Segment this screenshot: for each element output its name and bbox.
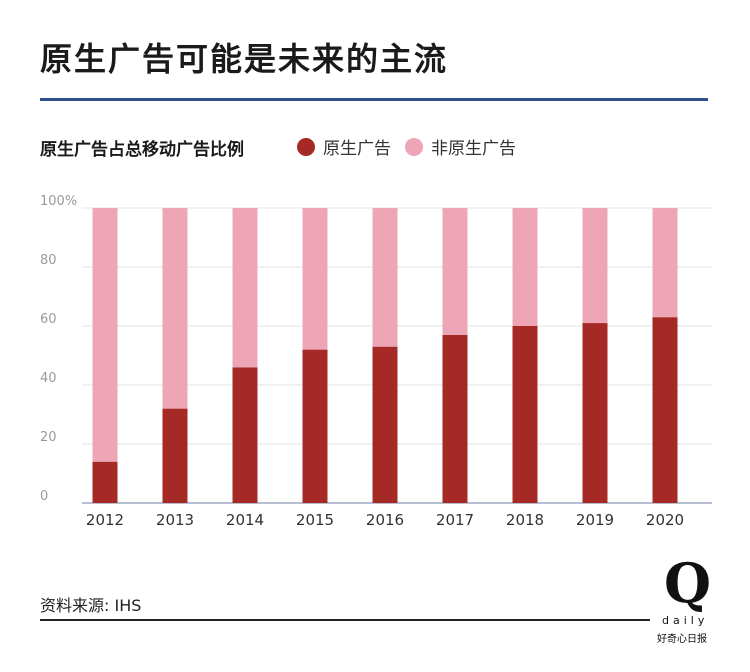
bar-non-native [512,208,538,326]
y-tick-label: 20 [40,430,57,445]
bar-native [162,408,188,503]
chart-title: 原生广告占总移动广告比例 [40,140,244,160]
legend-native-swatch [297,137,315,156]
bar-non-native [92,208,118,462]
x-tick-label: 2014 [226,511,264,529]
logo-tagline: 好奇心日报 [657,634,707,645]
bar-native [302,349,328,503]
y-tick-label: 60 [40,312,57,327]
y-tick-label: 100% [40,194,77,209]
bar-non-native [372,208,398,347]
x-tick-label: 2015 [296,511,334,529]
x-tick-label: 2020 [646,511,684,529]
x-tick-label: 2019 [576,511,614,529]
logo-letter: Q [664,551,712,615]
y-tick-label: 80 [40,253,57,268]
bar-non-native [582,208,608,324]
bar-native [652,317,678,503]
bar-non-native [652,208,678,318]
page-title: 原生广告可能是未来的主流 [40,40,449,78]
x-tick-label: 2013 [156,511,194,529]
legend-native: 原生广告 [297,134,391,159]
legend-non-native: 非原生广告 [405,134,516,159]
legend-non-native-label: 非原生广告 [431,139,516,159]
logo-word: daily [662,614,709,627]
bar-non-native [302,208,328,350]
x-tick-label: 2012 [86,511,124,529]
qdaily-logo: Q daily 好奇心日报 [654,556,714,646]
x-tick-label: 2017 [436,511,474,529]
stacked-bar-chart: 0 20 40 60 80 100% 2012 2013 2014 2015 2016 2017 201… [40,194,712,529]
bar-non-native [162,208,188,409]
source-note: 资料来源: IHS [40,596,142,615]
chart-legend: 原生广告 非原生广告 [297,134,516,159]
bar-native [582,323,608,503]
footer-divider [40,619,650,621]
legend-non-native-swatch [405,137,423,156]
x-tick-label: 2016 [366,511,404,529]
x-tick-label: 2018 [506,511,544,529]
bar-native [512,326,538,503]
bar-native [372,346,398,503]
bar-non-native [232,208,258,368]
title-divider [40,98,708,101]
bar-native [232,367,258,503]
bar-native [92,461,118,503]
y-tick-label: 0 [40,489,48,504]
y-tick-label: 40 [40,371,57,386]
bar-non-native [442,208,468,335]
legend-native-label: 原生广告 [323,139,391,159]
bar-native [442,334,468,503]
